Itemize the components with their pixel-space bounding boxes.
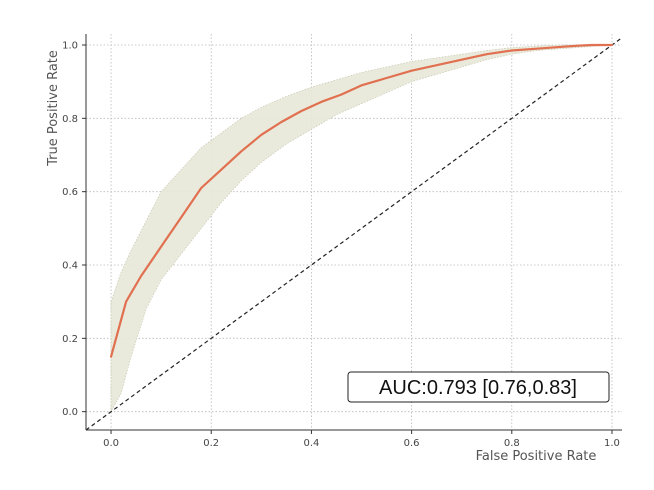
chance-diagonal — [85, 37, 623, 431]
mean-roc-line — [109, 43, 614, 358]
y-tick-label: 0.4 — [62, 261, 78, 272]
x-tick-label: 0.4 — [303, 438, 319, 449]
x-tick-label: 0.6 — [404, 438, 420, 449]
x-tick-label: 0.2 — [203, 438, 219, 449]
x-axis-label: False Positive Rate — [476, 449, 597, 464]
grid — [86, 34, 622, 430]
y-tick-label: 1.0 — [62, 41, 78, 52]
x-tick-label: 1.0 — [604, 438, 620, 449]
auc-annotation-box — [347, 371, 610, 403]
x-axis-ticks: 0.0 0.2 0.4 0.6 0.8 1.0 — [103, 430, 620, 449]
y-axis-label: True Positive Rate — [46, 50, 61, 167]
chance-line — [85, 37, 623, 431]
auc-annotation-text: AUC:0.793 [0.76,0.83] — [379, 377, 577, 399]
confidence-band-area — [110, 44, 613, 412]
y-tick-label: 0.6 — [62, 187, 78, 198]
y-tick-label: 0.0 — [62, 407, 78, 418]
x-tick-label: 0.8 — [504, 438, 520, 449]
axes — [85, 34, 622, 431]
auc-annotation: AUC:0.793 [0.76,0.83] — [347, 371, 610, 403]
roc-curve — [109, 43, 614, 358]
x-tick-label: 0.0 — [103, 438, 119, 449]
y-tick-label: 0.2 — [62, 334, 78, 345]
y-axis-ticks: 0.0 0.2 0.4 0.6 0.8 1.0 — [62, 41, 86, 418]
y-tick-label: 0.8 — [62, 114, 78, 125]
confidence-band — [110, 44, 613, 412]
